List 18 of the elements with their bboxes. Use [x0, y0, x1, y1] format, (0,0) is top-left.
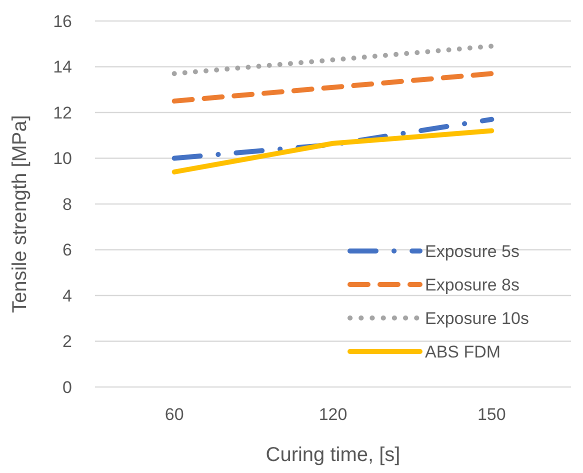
- y-tick-label: 16: [53, 12, 72, 31]
- x-tick-label: 120: [318, 405, 348, 424]
- y-tick-label: 4: [62, 286, 72, 306]
- y-tick-label: 10: [53, 149, 72, 168]
- x-tick-label: 150: [477, 405, 506, 424]
- legend-label: ABS FDM: [425, 342, 501, 362]
- x-axis-title: Curing time, [s]: [266, 444, 400, 466]
- y-tick-label: 6: [62, 240, 72, 260]
- y-tick-label: 8: [62, 194, 72, 214]
- legend-label: Exposure 5s: [425, 242, 520, 261]
- legend-label: Exposure 8s: [425, 275, 520, 294]
- y-tick-label: 12: [53, 103, 72, 122]
- legend-label: Exposure 10s: [425, 308, 529, 328]
- y-tick-label: 2: [62, 332, 72, 352]
- y-tick-label: 14: [53, 58, 72, 77]
- x-tick-label: 60: [164, 405, 184, 424]
- y-tick-label: 0: [62, 378, 72, 397]
- y-axis-title: Tensile strength [MPa]: [9, 115, 31, 313]
